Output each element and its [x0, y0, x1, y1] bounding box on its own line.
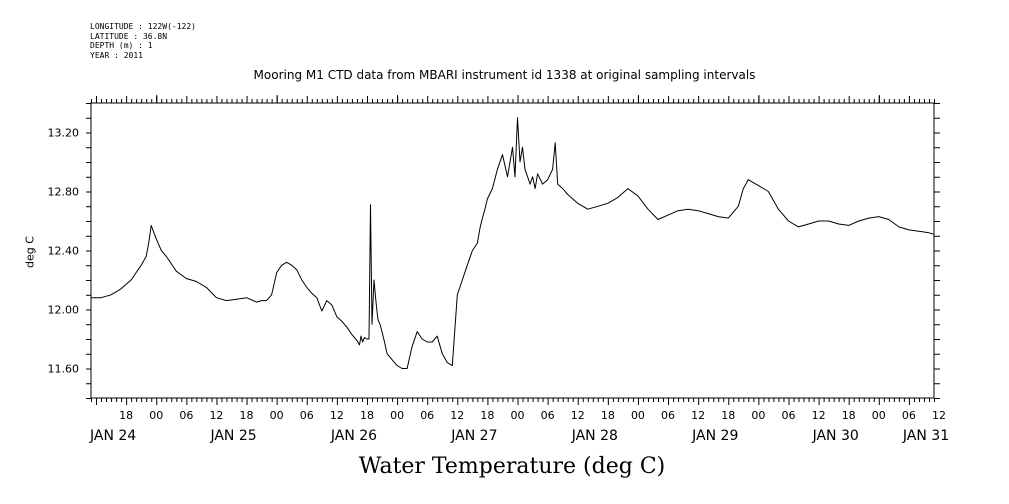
x-hour-tick-label: 00 — [390, 409, 404, 422]
series-line — [91, 117, 935, 369]
dataset-metadata: LONGITUDE : 122W(-122) LATITUDE : 36.8N … — [90, 22, 196, 60]
longitude-label: LONGITUDE : 122W(-122) — [90, 22, 196, 31]
x-hour-tick-label: 00 — [872, 409, 886, 422]
x-hour-tick-label: 06 — [179, 409, 193, 422]
y-tick-label: 12.00 — [48, 304, 80, 317]
year-label: YEAR : 2011 — [90, 50, 143, 60]
y-tick-label: 12.80 — [48, 186, 80, 199]
x-day-label: JAN 24 — [89, 428, 136, 444]
chart-title: Mooring M1 CTD data from MBARI instrumen… — [253, 68, 756, 82]
x-day-label: JAN 28 — [571, 428, 618, 444]
x-hour-tick-label: 12 — [209, 409, 223, 422]
x-day-label: JAN 25 — [209, 428, 256, 444]
x-day-label: JAN 29 — [691, 428, 738, 444]
x-hour-tick-label: 12 — [330, 409, 344, 422]
y-tick-label: 13.20 — [48, 127, 80, 140]
x-day-label: JAN 27 — [450, 428, 497, 444]
depth-label: DEPTH (m) : 1 — [90, 41, 153, 51]
x-hour-tick-label: 12 — [812, 409, 826, 422]
x-hour-tick-label: 00 — [270, 409, 284, 422]
latitude-label: LATITUDE : 36.8N — [90, 31, 168, 41]
x-day-label: JAN 26 — [330, 428, 377, 444]
x-hour-tick-label: 18 — [360, 409, 374, 422]
x-hour-tick-label: 12 — [691, 409, 705, 422]
x-hour-tick-label: 06 — [781, 409, 795, 422]
x-hour-tick-label: 18 — [721, 409, 735, 422]
x-hour-tick-label: 18 — [119, 409, 133, 422]
x-day-label: JAN 30 — [812, 428, 859, 444]
x-hour-tick-label: 06 — [420, 409, 434, 422]
x-hour-tick-label: 12 — [571, 409, 585, 422]
x-hour-tick-label: 12 — [450, 409, 464, 422]
x-hour-tick-label: 18 — [842, 409, 856, 422]
x-day-label: JAN 31 — [902, 428, 949, 444]
x-hour-tick-label: 06 — [902, 409, 916, 422]
x-hour-tick-label: 06 — [300, 409, 314, 422]
y-tick-label: 11.60 — [48, 363, 80, 376]
x-hour-tick-label: 00 — [149, 409, 163, 422]
x-hour-tick-label: 00 — [631, 409, 645, 422]
y-tick-label: 12.40 — [48, 245, 80, 258]
x-hour-tick-label: 06 — [541, 409, 555, 422]
x-hour-tick-label: 18 — [601, 409, 615, 422]
x-hour-tick-label: 00 — [511, 409, 525, 422]
x-hour-tick-label: 18 — [480, 409, 494, 422]
x-hour-tick-label: 12 — [932, 409, 946, 422]
x-axis-label: Water Temperature (deg C) — [358, 454, 666, 479]
x-hour-tick-label: 18 — [240, 409, 254, 422]
x-hour-tick-label: 06 — [661, 409, 675, 422]
x-hour-tick-label: 00 — [751, 409, 765, 422]
